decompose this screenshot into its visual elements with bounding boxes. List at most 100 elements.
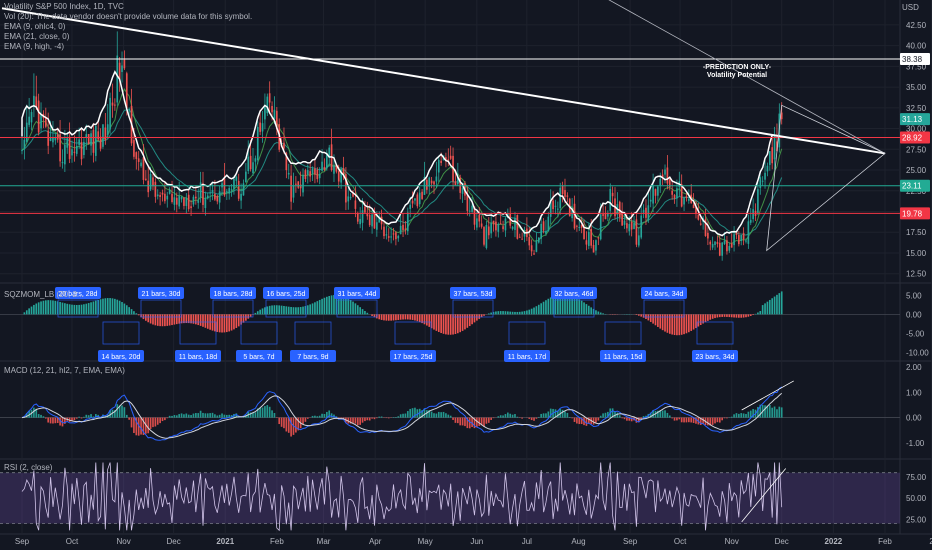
candle-body <box>416 194 419 207</box>
candle-body <box>97 131 100 140</box>
rsi-pane-label[interactable]: RSI (2, close) <box>4 463 53 472</box>
candle-body <box>535 240 538 252</box>
macd-histogram-bar <box>266 405 269 418</box>
sqzmom-bar <box>542 301 545 315</box>
sqzmom-bar <box>285 306 288 315</box>
candle-body <box>249 155 252 170</box>
sqzmom-bar <box>590 307 593 315</box>
macd-histogram-bar <box>118 405 121 418</box>
candle-body <box>635 219 638 245</box>
sqzmom-bar <box>321 298 323 315</box>
x-tick-label: Sep <box>15 537 30 546</box>
macd-histogram-bar <box>585 417 588 426</box>
macd-histogram-bar <box>54 417 57 424</box>
sqzmom-range-box <box>553 299 595 318</box>
macd-histogram-bar <box>87 415 90 418</box>
macd-histogram-bar <box>330 413 333 418</box>
candle-body <box>749 219 752 223</box>
sqzmom-bar <box>361 309 364 315</box>
sqzmom-bar <box>256 311 259 315</box>
macd-histogram-bar <box>216 415 219 418</box>
candle-body <box>404 228 407 230</box>
macd-histogram-bar <box>621 417 623 419</box>
symbol-title[interactable]: Volatility S&P 500 Index, 1D, TVC <box>4 2 124 11</box>
candle-body <box>23 139 26 149</box>
macd-histogram-bar <box>225 414 228 418</box>
sqzmom-bar <box>137 314 140 316</box>
sqzmom-segment-label: 24 bars, 34d <box>645 291 684 298</box>
sqzmom-segment-label: 11 bars, 15d <box>604 354 643 361</box>
sqzmom-bar <box>340 295 342 315</box>
sqzmom-bar <box>66 303 69 315</box>
candle-body <box>216 196 219 202</box>
sqzmom-bar <box>487 313 490 315</box>
sqzmom-bar <box>459 314 462 333</box>
sqzmom-bar <box>54 300 57 315</box>
sqzmom-range-box <box>696 321 734 345</box>
macd-histogram-bar <box>145 417 147 434</box>
macd-histogram-bar <box>442 411 445 418</box>
candle-body <box>83 141 85 155</box>
sqzmom-bar <box>30 306 33 315</box>
sqzmom-bar <box>111 298 114 315</box>
indicator-ema-1[interactable]: EMA (9, ohlc4, 0) <box>4 22 66 31</box>
indicator-vol[interactable]: Vol (20): The data vendor doesn't provid… <box>4 12 253 21</box>
macd-histogram-bar <box>361 417 364 423</box>
macd-histogram-bar <box>199 410 202 418</box>
candle-body <box>433 181 435 185</box>
macd-histogram-bar <box>561 409 564 418</box>
macd-histogram-bar <box>676 417 678 421</box>
sqzmom-segment-label-box <box>641 287 687 299</box>
macd-histogram-bar <box>661 410 664 418</box>
sqzmom-bar <box>771 298 774 315</box>
macd-histogram-bar <box>376 417 378 419</box>
sqzmom-bar <box>523 311 526 315</box>
candle-body <box>299 184 302 189</box>
macd-histogram-bar <box>311 415 314 418</box>
sqzmom-bar <box>335 294 338 315</box>
candle-body <box>111 102 114 106</box>
descending-trendline <box>1 7 886 155</box>
indicator-ema-3[interactable]: EMA (9, high, -4) <box>4 42 65 51</box>
macd-histogram-bar <box>723 417 726 419</box>
ema-21-line <box>21 109 783 236</box>
sqzmom-bar <box>356 305 359 315</box>
candle-body <box>518 236 521 238</box>
candle-body <box>428 177 431 187</box>
candle-body <box>697 214 700 220</box>
sqzmom-bar <box>447 314 450 335</box>
candle-body <box>161 192 164 195</box>
candle-body <box>66 138 69 148</box>
sqzmom-bar <box>275 305 278 315</box>
macd-histogram-bar <box>738 413 740 418</box>
sqzmom-bar <box>28 308 30 315</box>
candle-body <box>37 100 40 133</box>
candle-body <box>695 206 697 215</box>
indicator-ema-2[interactable]: EMA (21, close, 0) <box>4 32 70 41</box>
candle-body <box>373 212 376 229</box>
sqzmom-bar <box>52 300 54 315</box>
candle-body <box>354 200 357 209</box>
macd-pane-label[interactable]: MACD (12, 21, hl2, 7, EMA, EMA) <box>4 366 125 375</box>
candle-body <box>392 233 395 235</box>
candle-body <box>630 222 633 230</box>
sqzmom-segment-label-box <box>390 350 436 362</box>
macd-y-tick-label: 2.00 <box>906 363 922 372</box>
sqzmom-bar <box>178 314 181 324</box>
sqzmom-bar <box>449 314 452 335</box>
macd-histogram-bar <box>71 417 73 421</box>
sqzmom-bar <box>192 314 195 324</box>
sqzmom-pane-label[interactable]: SQZMOM_LB (20, 2... <box>4 290 84 299</box>
sqzmom-bar <box>230 314 233 331</box>
macd-histogram-bar <box>278 417 281 425</box>
macd-histogram-bar <box>735 413 738 418</box>
macd-histogram-bar <box>454 417 457 423</box>
candle-body <box>347 196 350 202</box>
candle-body <box>759 177 762 188</box>
sqzmom-bar <box>337 295 340 315</box>
macd-histogram-bar <box>364 417 366 422</box>
candle-body <box>476 218 478 228</box>
macd-histogram-bar <box>533 417 535 421</box>
sqzmom-bar <box>302 306 304 315</box>
